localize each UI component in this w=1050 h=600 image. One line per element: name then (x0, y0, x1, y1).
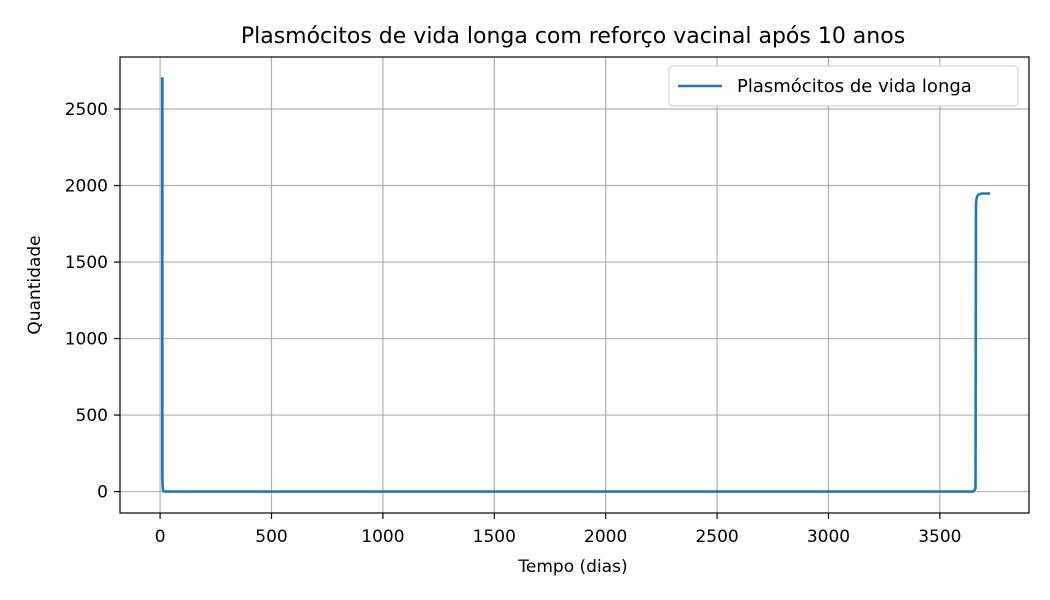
x-tick-label: 2500 (695, 527, 738, 547)
y-axis-ticks: 0 500 1000 1500 2000 2500 (65, 100, 120, 503)
y-axis-label: Quantidade (25, 235, 45, 334)
x-tick-label: 1500 (473, 527, 516, 547)
y-tick-label: 0 (97, 483, 108, 503)
series-layer (161, 77, 991, 493)
x-tick-label: 3000 (807, 527, 850, 547)
chart-title: Plasmócitos de vida longa com reforço va… (241, 24, 905, 49)
y-tick-label: 2000 (65, 177, 108, 197)
x-tick-label: 1000 (361, 527, 404, 547)
x-axis-ticks: 0 500 1000 1500 2000 2500 3000 3500 (155, 513, 962, 547)
plot-frame (119, 56, 1030, 514)
plot-area (120, 57, 1029, 513)
x-tick-label: 500 (255, 527, 287, 547)
y-tick-label: 2500 (65, 100, 108, 120)
legend-label: Plasmócitos de vida longa (737, 76, 972, 97)
x-tick-label: 2000 (584, 527, 627, 547)
y-tick-label: 1000 (65, 330, 108, 350)
legend: Plasmócitos de vida longa (668, 65, 1019, 107)
y-tick-label: 500 (76, 406, 108, 426)
x-axis-label: Tempo (dias) (517, 557, 627, 577)
series-line (161, 77, 991, 493)
legend-box (668, 65, 1019, 107)
y-tick-label: 1500 (65, 253, 108, 273)
x-tick-label: 3500 (918, 527, 961, 547)
x-tick-label: 0 (155, 527, 166, 547)
